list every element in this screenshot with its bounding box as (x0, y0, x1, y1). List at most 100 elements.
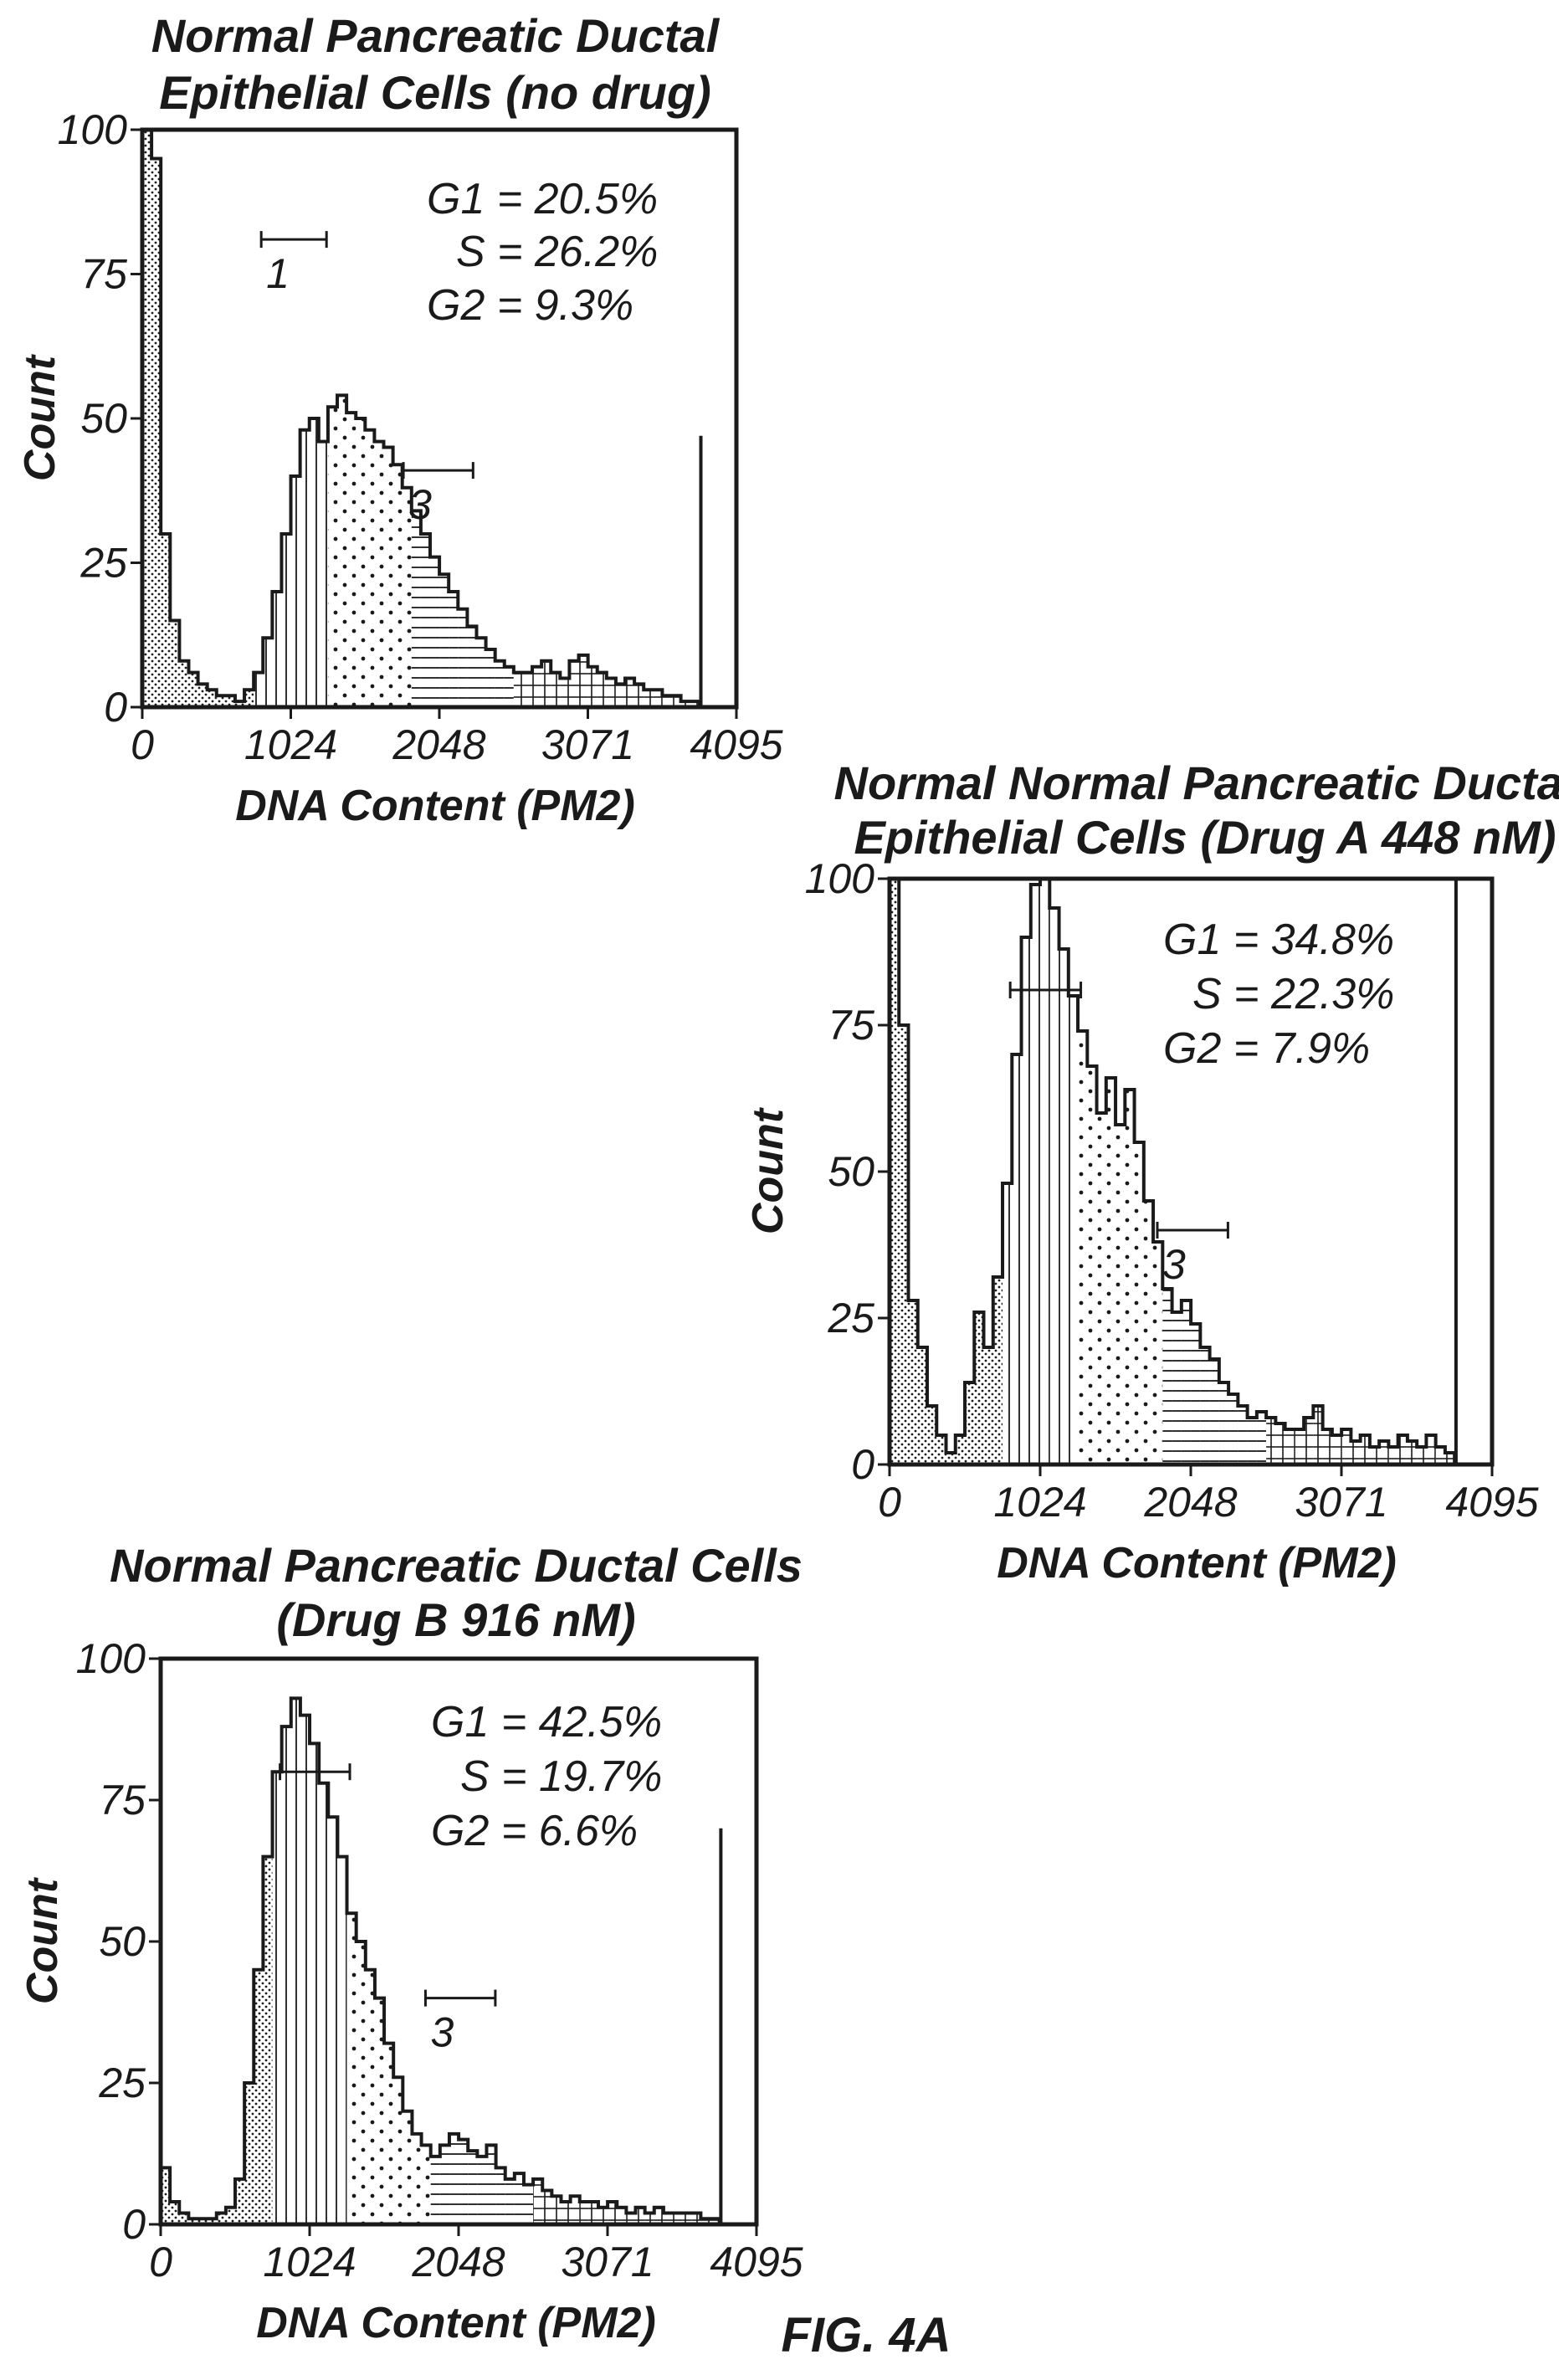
histogram-bin (504, 666, 514, 707)
y-axis-label: Count (16, 353, 64, 481)
plot-area: 1 3 0 1024 2048 3071 4095 0 25 50 75 100 (58, 106, 783, 768)
histogram-bin (541, 660, 551, 707)
histogram-bin (393, 2077, 403, 2224)
histogram-bin (974, 1312, 984, 1464)
histogram-bin (384, 2043, 394, 2224)
y-tick-label: 0 (851, 1441, 874, 1488)
histogram-bin (263, 638, 273, 707)
chart-title-line-2: Epithelial Cells (Drug A 448 nM) (854, 811, 1556, 864)
histogram-bin (965, 1382, 975, 1464)
x-tick-label: 2048 (392, 721, 485, 768)
histogram-bin (197, 684, 208, 707)
stat-g1: G1 = 20.5% (427, 175, 658, 223)
histogram-bin (1012, 1054, 1022, 1464)
histogram-bin (1369, 1447, 1380, 1464)
x-axis-label: DNA Content (PM2) (997, 1539, 1397, 1588)
histogram-bin (467, 626, 477, 707)
histogram-bin (597, 672, 607, 707)
histogram-bin (412, 2133, 422, 2224)
y-tick-label: 50 (99, 1918, 146, 1965)
histogram-bin (429, 557, 440, 707)
histogram-bin (495, 660, 505, 707)
histogram-outline (888, 877, 1457, 1464)
histogram-bin (608, 2201, 618, 2224)
plot-frame (140, 127, 739, 710)
histogram-bin (420, 534, 430, 707)
histogram-bin (1181, 1300, 1192, 1464)
stat-s: S = 26.2% (456, 228, 658, 276)
histogram-bin (1078, 1031, 1088, 1464)
histogram-bin (151, 158, 162, 707)
x-tick-label: 3071 (541, 721, 634, 768)
histogram-bin (615, 684, 626, 707)
histogram-bin (1388, 1447, 1398, 1464)
histogram-bin (449, 2133, 459, 2224)
histogram-bin (578, 654, 588, 707)
histogram-bin (1238, 1406, 1248, 1464)
y-tick-label: 50 (828, 1148, 874, 1195)
x-tick-label: 2048 (411, 2239, 505, 2285)
histogram-bin (936, 1435, 946, 1464)
histogram-bin (513, 672, 523, 707)
histogram-bin (617, 2207, 627, 2224)
histogram-bin (533, 2178, 543, 2224)
gate-label: 3 (430, 2009, 454, 2056)
histogram-bin (946, 1453, 956, 1464)
histogram-bin (235, 2178, 245, 2224)
chart-title-line-2: (Drug B 916 nM) (276, 1593, 635, 1646)
histogram-bin (272, 1772, 282, 2224)
x-tick-label: 4095 (690, 721, 782, 768)
histogram-bin (216, 2213, 226, 2224)
histogram-bin (1153, 1242, 1163, 1464)
stat-s: S = 22.3% (1192, 970, 1394, 1018)
histogram-bin (654, 2207, 664, 2224)
histogram-bin (1331, 1435, 1342, 1464)
histogram-bin (917, 1347, 928, 1464)
histogram-bin (523, 2184, 534, 2224)
histogram-bin (1162, 1289, 1172, 1464)
x-tick-label: 0 (131, 721, 154, 768)
histogram-bin (337, 1856, 347, 2224)
histogram-bin (1351, 1441, 1361, 1464)
histogram-bin (1087, 1066, 1097, 1464)
histogram-bin (1191, 1324, 1201, 1464)
histogram-bin (522, 672, 533, 707)
histogram-bin (1294, 1429, 1305, 1464)
histogram-bin (170, 620, 180, 707)
histogram-bin (207, 690, 217, 707)
histogram-bin (495, 2167, 505, 2224)
histogram-bin (170, 2201, 180, 2224)
histogram-bin (161, 534, 171, 707)
histogram-bin (365, 429, 375, 707)
x-axis-label: DNA Content (PM2) (256, 2299, 656, 2347)
histogram-bin (691, 2213, 701, 2224)
chart-title-line-1: Normal Normal Pancreatic Ductal (834, 757, 1559, 809)
histogram-bin (588, 2201, 599, 2224)
histogram-bin (1021, 937, 1031, 1464)
histogram-bin (560, 678, 570, 707)
y-tick-label: 25 (827, 1295, 874, 1341)
histogram-bin (587, 666, 597, 707)
histogram-bin (1003, 1183, 1013, 1464)
histogram-bin (1444, 1453, 1455, 1464)
histogram-bin (1275, 1423, 1285, 1464)
x-tick-label: 0 (878, 1479, 901, 1526)
histogram-bin (1049, 908, 1059, 1464)
histogram-bin (1360, 1435, 1370, 1464)
histogram-bin (225, 695, 235, 707)
y-tick-label: 0 (122, 2201, 146, 2248)
histogram-bin (1397, 1435, 1408, 1464)
histogram-bin (290, 476, 300, 707)
histogram-bin (1313, 1406, 1323, 1464)
y-tick-label: 50 (80, 395, 127, 442)
histogram-bin (161, 2167, 171, 2224)
histogram-bin (635, 2207, 645, 2224)
histogram-bin (421, 2145, 431, 2224)
histogram-bin (673, 2213, 683, 2224)
histogram-bin (430, 2156, 440, 2224)
histogram-bin (1096, 1113, 1106, 1464)
histogram-bin (309, 418, 319, 707)
histogram-panel-drug-b: Normal Pancreatic Ductal Cells (Drug B 9… (18, 1539, 803, 2347)
y-tick-label: 100 (58, 106, 128, 153)
